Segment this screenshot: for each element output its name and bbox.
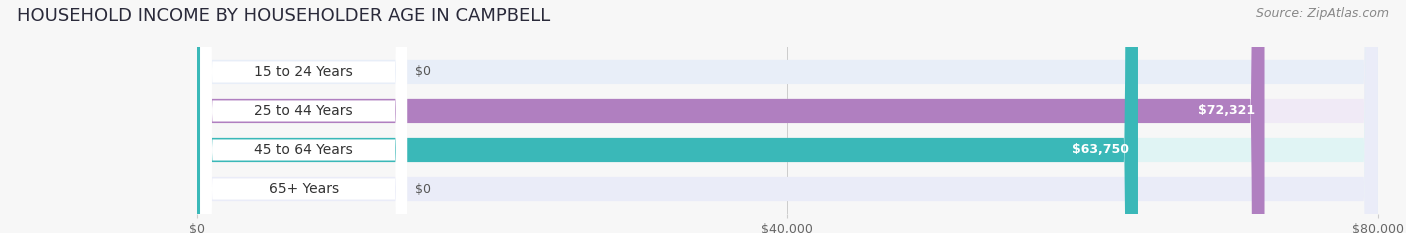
Text: 25 to 44 Years: 25 to 44 Years (254, 104, 353, 118)
FancyBboxPatch shape (201, 0, 408, 233)
Text: $63,750: $63,750 (1071, 144, 1129, 157)
FancyBboxPatch shape (197, 0, 1264, 233)
Text: 45 to 64 Years: 45 to 64 Years (254, 143, 353, 157)
FancyBboxPatch shape (197, 0, 1378, 233)
Text: $0: $0 (415, 65, 432, 79)
Text: HOUSEHOLD INCOME BY HOUSEHOLDER AGE IN CAMPBELL: HOUSEHOLD INCOME BY HOUSEHOLDER AGE IN C… (17, 7, 550, 25)
FancyBboxPatch shape (197, 0, 1137, 233)
FancyBboxPatch shape (201, 0, 408, 233)
Text: $0: $0 (415, 182, 432, 195)
Text: Source: ZipAtlas.com: Source: ZipAtlas.com (1256, 7, 1389, 20)
FancyBboxPatch shape (201, 0, 408, 233)
FancyBboxPatch shape (197, 0, 1378, 233)
FancyBboxPatch shape (197, 0, 1378, 233)
FancyBboxPatch shape (197, 0, 1378, 233)
Text: 15 to 24 Years: 15 to 24 Years (254, 65, 353, 79)
Text: $72,321: $72,321 (1198, 104, 1256, 117)
Text: 65+ Years: 65+ Years (269, 182, 339, 196)
FancyBboxPatch shape (201, 0, 408, 233)
